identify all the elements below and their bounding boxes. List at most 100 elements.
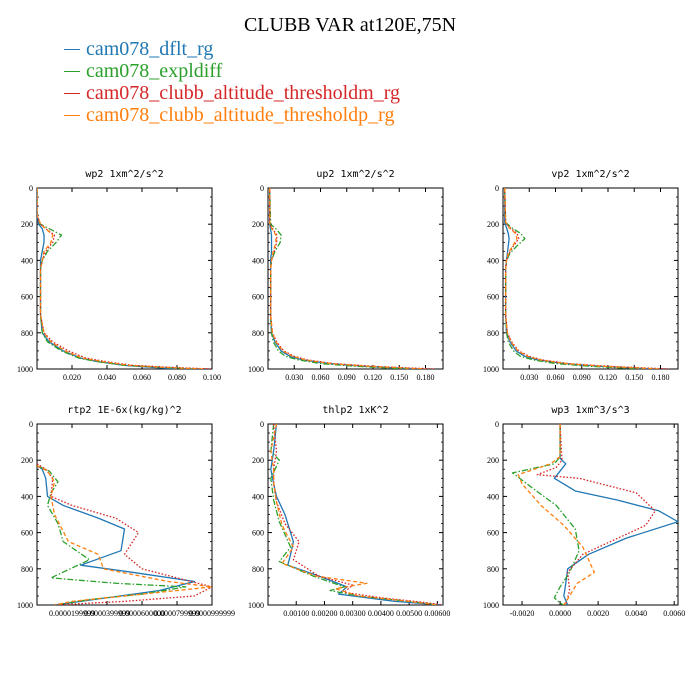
x-tick-label-rtp2: 0.0000600000	[119, 609, 165, 618]
panel-thlp2: thlp2 1xK^2 0 200 400 600 800 1000 0.00100 0.002…	[248, 405, 450, 618]
y-tick-label-wp2: 1000	[17, 365, 33, 374]
panel-wp3: wp3 1xm^3/s^3 0 200 400 600 800 1000 -0.0020 0.0…	[483, 405, 685, 618]
x-tick-label-thlp2: 0.00600	[424, 609, 450, 618]
series-group-wp3	[511, 424, 678, 605]
series-line-wp2-0	[37, 188, 178, 369]
series-line-wp3-3	[517, 424, 595, 605]
panel-title-wp2: wp2 1xm^2/s^2	[85, 169, 163, 180]
x-tick-label-wp3: 0.0040	[625, 609, 647, 618]
series-line-thlp2-1	[270, 424, 441, 605]
series-line-up2-2	[269, 188, 435, 369]
series-group-thlp2	[270, 424, 443, 605]
x-tick-label-rtp2: 0.0000399999	[84, 609, 130, 618]
panel-title-wp3: wp3 1xm^3/s^3	[551, 405, 629, 416]
legend: cam078_dflt_rg cam078_expldiff cam078_cl…	[64, 38, 400, 126]
legend-item-thresholdp: cam078_clubb_altitude_thresholdp_rg	[64, 104, 400, 126]
y-tick-label-vp2: 0	[495, 184, 499, 193]
series-line-wp3-0	[553, 424, 678, 605]
y-tick-label-wp3: 800	[487, 565, 499, 574]
x-tick-label-vp2: 0.180	[652, 373, 670, 382]
x-tick-label-vp2: 0.030	[520, 373, 538, 382]
legend-label-thresholdp: cam078_clubb_altitude_thresholdp_rg	[86, 103, 395, 126]
y-tick-label-rtp2: 800	[21, 565, 33, 574]
y-tick-label-wp2: 0	[29, 184, 33, 193]
y-tick-label-wp3: 1000	[483, 601, 499, 610]
x-tick-label-thlp2: 0.00500	[396, 609, 422, 618]
series-line-rtp2-1	[37, 465, 187, 605]
x-tick-label-up2: 0.180	[417, 373, 435, 382]
legend-item-dflt: cam078_dflt_rg	[64, 38, 400, 60]
y-tick-label-rtp2: 600	[21, 529, 33, 538]
y-tick-label-vp2: 600	[487, 293, 499, 302]
series-line-wp2-1	[37, 188, 195, 369]
x-tick-label-up2: 0.090	[338, 373, 356, 382]
x-tick-label-vp2: 0.060	[547, 373, 565, 382]
legend-item-thresholdm: cam078_clubb_altitude_thresholdm_rg	[64, 82, 400, 104]
series-line-rtp2-3	[37, 465, 212, 605]
series-line-wp2-2	[37, 188, 212, 369]
panel-wp2: wp2 1xm^2/s^2 0 200 400 600 800 1000 0.020 0.040…	[17, 169, 221, 382]
y-tick-label-up2: 0	[260, 184, 264, 193]
x-tick-label-vp2: 0.120	[599, 373, 617, 382]
y-tick-label-wp3: 200	[487, 456, 499, 465]
y-tick-label-rtp2: 200	[21, 456, 33, 465]
legend-swatch-expldiff	[64, 70, 80, 72]
panel-title-up2: up2 1xm^2/s^2	[316, 169, 394, 180]
series-line-up2-3	[269, 188, 426, 369]
series-line-rtp2-0	[37, 465, 196, 605]
y-tick-label-up2: 1000	[248, 365, 264, 374]
x-tick-label-up2: 0.060	[312, 373, 330, 382]
y-tick-label-wp2: 400	[21, 256, 33, 265]
plot-frame-thlp2	[267, 423, 444, 606]
panel-title-thlp2: thlp2 1xK^2	[322, 405, 388, 416]
y-tick-label-thlp2: 1000	[248, 601, 264, 610]
series-line-vp2-3	[504, 188, 661, 369]
y-tick-label-thlp2: 800	[252, 565, 264, 574]
y-tick-label-rtp2: 0	[29, 420, 33, 429]
x-tick-label-rtp2: 0.0000199999	[49, 609, 95, 618]
series-line-thlp2-0	[270, 424, 443, 605]
x-tick-label-wp2: 0.020	[63, 373, 81, 382]
series-line-up2-1	[269, 188, 409, 369]
y-tick-label-thlp2: 200	[252, 456, 264, 465]
series-line-up2-0	[269, 188, 417, 369]
series-line-wp3-2	[536, 424, 656, 605]
panel-title-rtp2: rtp2 1E-6x(kg/kg)^2	[67, 405, 181, 416]
y-tick-label-up2: 800	[252, 329, 264, 338]
panel-up2: up2 1xm^2/s^2 0 200 400 600 800 1000 0.030 0.060…	[248, 169, 444, 382]
y-tick-label-up2: 400	[252, 256, 264, 265]
y-tick-label-rtp2: 400	[21, 492, 33, 501]
plot-frame-wp2	[36, 187, 213, 370]
x-tick-label-rtp2: 0.0000799999	[154, 609, 200, 618]
x-tick-label-vp2: 0.090	[573, 373, 591, 382]
plot-frame-up2	[267, 187, 444, 370]
legend-item-expldiff: cam078_expldiff	[64, 60, 400, 82]
y-tick-label-vp2: 400	[487, 256, 499, 265]
series-line-rtp2-2	[37, 463, 212, 605]
y-tick-label-thlp2: 600	[252, 529, 264, 538]
series-line-wp2-3	[37, 188, 204, 369]
x-tick-label-thlp2: 0.00400	[368, 609, 394, 618]
plot-frame-vp2	[502, 187, 679, 370]
x-tick-label-thlp2: 0.00200	[311, 609, 337, 618]
x-tick-label-wp2: 0.040	[98, 373, 116, 382]
y-tick-label-thlp2: 0	[260, 420, 264, 429]
legend-label-thresholdm: cam078_clubb_altitude_thresholdm_rg	[86, 81, 401, 104]
plot-frame-wp3	[502, 423, 679, 606]
series-group-wp2	[37, 188, 212, 369]
x-tick-label-up2: 0.030	[285, 373, 303, 382]
series-line-vp2-0	[504, 188, 652, 369]
legend-label-expldiff: cam078_expldiff	[86, 59, 223, 82]
y-tick-label-wp2: 800	[21, 329, 33, 338]
series-group-rtp2	[37, 463, 212, 605]
y-tick-label-wp3: 0	[495, 420, 499, 429]
x-tick-label-wp2: 0.080	[168, 373, 186, 382]
panel-rtp2: rtp2 1E-6x(kg/kg)^2 0 200 400 600 800 1000 0.00…	[17, 405, 235, 618]
y-tick-label-vp2: 200	[487, 220, 499, 229]
legend-label-dflt: cam078_dflt_rg	[86, 37, 214, 60]
plot-frame-rtp2	[36, 423, 213, 606]
x-tick-label-up2: 0.150	[390, 373, 408, 382]
series-line-thlp2-2	[272, 424, 443, 605]
x-tick-label-up2: 0.120	[364, 373, 382, 382]
